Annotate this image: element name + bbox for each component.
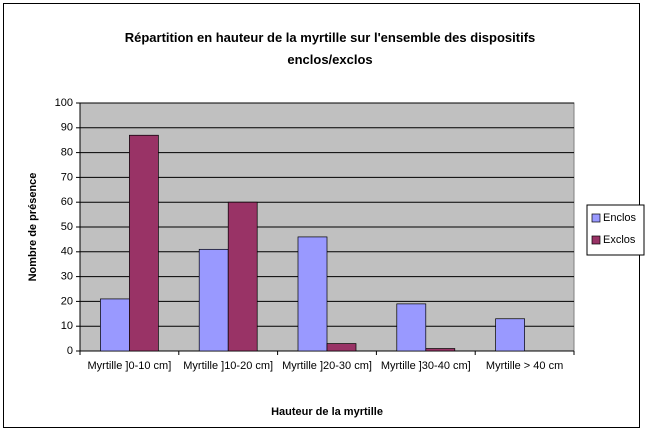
x-tick-label: Myrtille ]0-10 cm] xyxy=(87,360,172,372)
y-tick-label: 50 xyxy=(61,221,73,233)
y-tick-label: 60 xyxy=(61,196,73,208)
bar xyxy=(198,248,229,352)
x-tick-label: Myrtille > 40 cm xyxy=(485,360,564,372)
bar xyxy=(425,348,456,352)
bar xyxy=(495,318,525,352)
chart-title: Répartition en hauteur de la myrtille su… xyxy=(124,30,536,67)
y-tick-label: 10 xyxy=(61,320,73,332)
y-tick-label: 80 xyxy=(61,147,73,159)
y-tick-label: 30 xyxy=(61,271,73,283)
y-axis-label: Nombre de présence xyxy=(27,172,39,282)
bar xyxy=(100,298,130,352)
legend-swatch xyxy=(591,235,601,245)
y-tick-label: 20 xyxy=(61,295,73,307)
x-tick-label: Myrtille ]10-20 cm] xyxy=(183,360,274,372)
x-axis-label: Hauteur de la myrtille xyxy=(271,406,383,418)
y-tick-label: 90 xyxy=(61,122,73,134)
bar xyxy=(227,201,258,352)
legend-box xyxy=(586,204,645,256)
legend-label: Exclos xyxy=(603,234,636,246)
y-tick-label: 70 xyxy=(61,171,73,183)
legend-swatch xyxy=(591,213,601,223)
bar xyxy=(297,236,328,352)
x-tick-label: Myrtille ]20-30 cm] xyxy=(282,360,372,372)
x-tick-label: Myrtille ]30-40 cm] xyxy=(380,360,471,372)
bar xyxy=(396,303,427,352)
bar xyxy=(129,134,159,352)
legend-label: Enclos xyxy=(603,212,637,224)
bar xyxy=(326,343,357,352)
y-tick-label: 0 xyxy=(67,345,73,357)
y-tick-label: 40 xyxy=(61,246,73,258)
y-tick-label: 100 xyxy=(55,97,73,109)
